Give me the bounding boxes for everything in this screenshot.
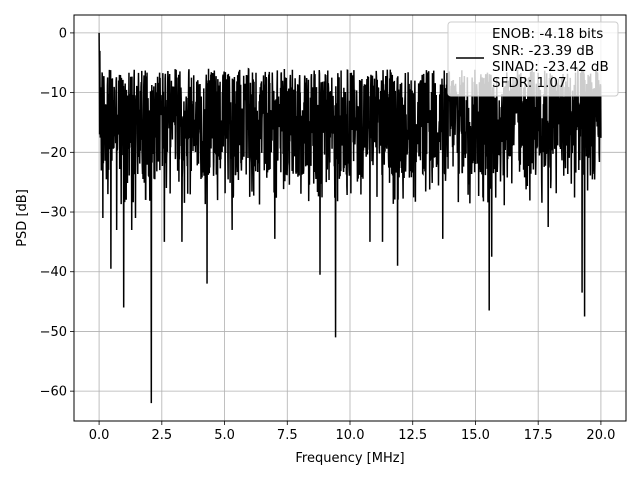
x-tick-label: 15.0 (461, 428, 490, 443)
x-tick-label: 7.5 (277, 428, 298, 443)
x-tick-label: 17.5 (524, 428, 553, 443)
y-tick-label: −50 (40, 325, 67, 340)
y-axis-ticks: 0 −10 −20 −30 −40 −50 −60 (40, 26, 74, 400)
legend-entry-snr: SNR: -23.39 dB (492, 43, 594, 59)
y-tick-label: −60 (40, 385, 67, 400)
x-axis-label: Frequency [MHz] (295, 451, 404, 466)
legend: ENOB: -4.18 bits SNR: -23.39 dB SINAD: -… (447, 21, 619, 97)
x-tick-label: 0.0 (89, 428, 110, 443)
y-tick-label: 0 (59, 26, 67, 41)
y-tick-label: −40 (40, 265, 67, 280)
x-tick-label: 5.0 (214, 428, 235, 443)
y-axis-label: PSD [dB] (15, 189, 30, 247)
y-tick-label: −20 (40, 146, 67, 161)
x-tick-label: 12.5 (398, 428, 427, 443)
y-tick-label: −30 (40, 206, 67, 221)
x-tick-label: 2.5 (151, 428, 172, 443)
legend-entry-enob: ENOB: -4.18 bits (492, 26, 603, 42)
x-tick-label: 20.0 (586, 428, 615, 443)
legend-entry-sfdr: SFDR: 1.07 (492, 75, 567, 91)
y-tick-label: −10 (40, 86, 67, 101)
legend-entry-sinad: SINAD: -23.42 dB (492, 59, 609, 75)
x-tick-label: 10.0 (336, 428, 365, 443)
legend-box (447, 21, 619, 97)
x-axis-ticks: 0.0 2.5 5.0 7.5 10.0 12.5 15.0 17.5 20.0 (89, 421, 615, 443)
